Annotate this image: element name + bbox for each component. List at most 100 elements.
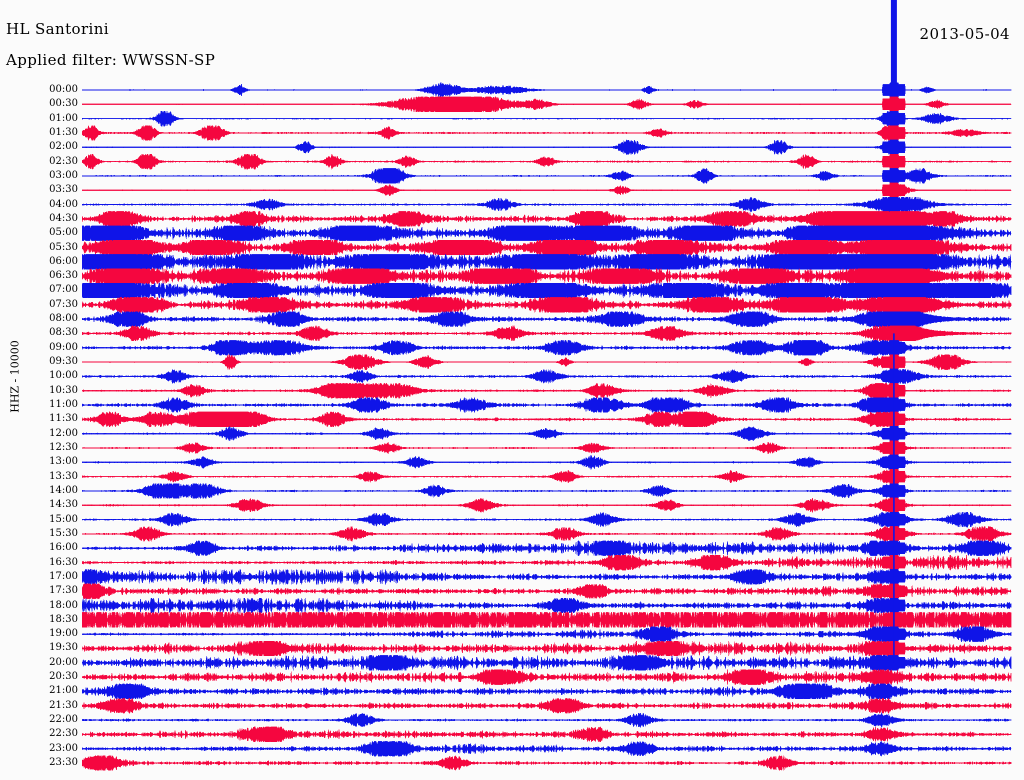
time-label: 13:30 — [49, 470, 78, 482]
time-label: 09:30 — [49, 356, 78, 368]
time-label: 19:30 — [49, 642, 78, 654]
time-label: 16:30 — [49, 556, 78, 568]
time-label: 09:00 — [49, 341, 78, 353]
seismic-trace — [81, 267, 1012, 285]
seismic-trace — [81, 182, 1012, 198]
time-label: 17:30 — [49, 585, 78, 597]
seismic-trace — [81, 396, 1012, 414]
seismic-trace — [81, 282, 1012, 299]
seismic-trace — [81, 253, 1012, 271]
time-label: 12:30 — [49, 442, 78, 453]
time-label: 03:00 — [49, 169, 78, 181]
seismic-trace — [81, 554, 1012, 571]
time-label: 05:30 — [49, 241, 78, 253]
seismic-trace — [81, 81, 1012, 99]
seismic-trace — [81, 654, 1012, 672]
seismic-trace — [81, 683, 1012, 700]
seismic-trace — [81, 411, 1012, 428]
seismic-trace — [81, 210, 1012, 227]
time-label: 08:00 — [49, 313, 78, 325]
time-label: 13:00 — [49, 456, 78, 468]
seismic-trace — [81, 540, 1012, 557]
time-label: 00:00 — [49, 84, 78, 95]
seismic-trace — [81, 697, 1012, 715]
seismic-trace — [81, 597, 1012, 614]
time-label: 02:30 — [49, 155, 78, 167]
date-label: 2013-05-04 — [919, 25, 1010, 43]
time-label: 01:30 — [49, 126, 78, 138]
time-label: 07:30 — [49, 298, 78, 310]
time-label: 15:30 — [49, 527, 78, 539]
major-event-spike — [890, 0, 897, 88]
time-label: 19:00 — [49, 628, 78, 640]
time-label: 22:30 — [49, 728, 78, 740]
time-label: 23:30 — [49, 757, 78, 769]
seismic-trace — [81, 311, 1012, 328]
time-label: 02:00 — [49, 141, 78, 153]
time-label: 16:00 — [49, 542, 78, 554]
time-label: 00:30 — [49, 98, 78, 110]
seismic-trace — [81, 497, 1012, 514]
seismic-trace — [81, 353, 1012, 371]
time-label: 08:30 — [49, 327, 78, 339]
seismic-trace — [81, 425, 1012, 442]
seismic-trace — [81, 124, 1012, 142]
time-label: 06:30 — [49, 270, 78, 282]
seismic-trace — [81, 325, 1012, 342]
time-axis: 00:00 00:30 01:00 01:30 02:00 02:30 03:00 03:30… — [0, 0, 78, 780]
time-label: 18:00 — [49, 599, 78, 611]
seismic-trace — [81, 625, 1012, 643]
time-label: 04:30 — [49, 212, 78, 224]
time-label: 14:00 — [49, 484, 78, 496]
seismic-trace — [81, 482, 1012, 500]
time-label: 03:30 — [49, 184, 78, 196]
seismic-trace — [81, 740, 1012, 757]
seismic-trace — [81, 139, 1012, 156]
time-label: 06:00 — [49, 255, 78, 267]
filter-label: Applied filter: WWSSN-SP — [6, 51, 216, 69]
time-label: 10:30 — [49, 384, 78, 396]
time-label: 10:00 — [49, 370, 78, 382]
time-label: 11:00 — [49, 399, 78, 411]
seismic-trace — [81, 525, 1012, 543]
time-label: 23:00 — [49, 742, 78, 754]
seismic-trace — [81, 611, 1012, 629]
time-label: 12:00 — [49, 427, 78, 439]
major-event-tail — [893, 333, 895, 663]
time-label: 17:00 — [49, 570, 78, 582]
time-label: 20:00 — [49, 656, 78, 668]
time-label: 14:30 — [49, 499, 78, 511]
y-axis-label: HHZ - 10000 — [8, 340, 22, 413]
seismic-trace — [81, 167, 1012, 185]
seismic-trace — [81, 239, 1012, 256]
time-label: 01:00 — [49, 112, 78, 124]
seismic-trace — [81, 296, 1012, 314]
time-label: 22:00 — [49, 714, 78, 726]
time-label: 05:00 — [49, 227, 78, 239]
time-label: 15:00 — [49, 513, 78, 525]
seismic-trace — [81, 583, 1012, 600]
seismic-trace — [81, 468, 1012, 485]
time-label: 07:00 — [49, 284, 78, 296]
seismic-trace — [81, 511, 1012, 528]
page-title: HL Santorini — [6, 20, 109, 38]
seismic-trace — [81, 454, 1012, 470]
seismic-trace — [81, 196, 1012, 213]
seismic-trace — [81, 726, 1012, 743]
seismic-trace — [81, 224, 1012, 242]
seismic-trace — [81, 640, 1012, 657]
time-label: 20:30 — [49, 671, 78, 683]
seismic-trace — [81, 382, 1012, 399]
seismic-trace — [81, 339, 1012, 356]
time-label: 21:30 — [49, 699, 78, 711]
seismic-trace — [81, 668, 1012, 686]
time-label: 18:30 — [49, 613, 78, 625]
seismic-trace — [81, 755, 1012, 771]
seismic-trace — [81, 153, 1012, 170]
seismic-trace — [81, 368, 1012, 385]
seismic-trace — [81, 110, 1012, 127]
time-label: 21:00 — [49, 685, 78, 697]
seismic-trace — [81, 711, 1012, 729]
